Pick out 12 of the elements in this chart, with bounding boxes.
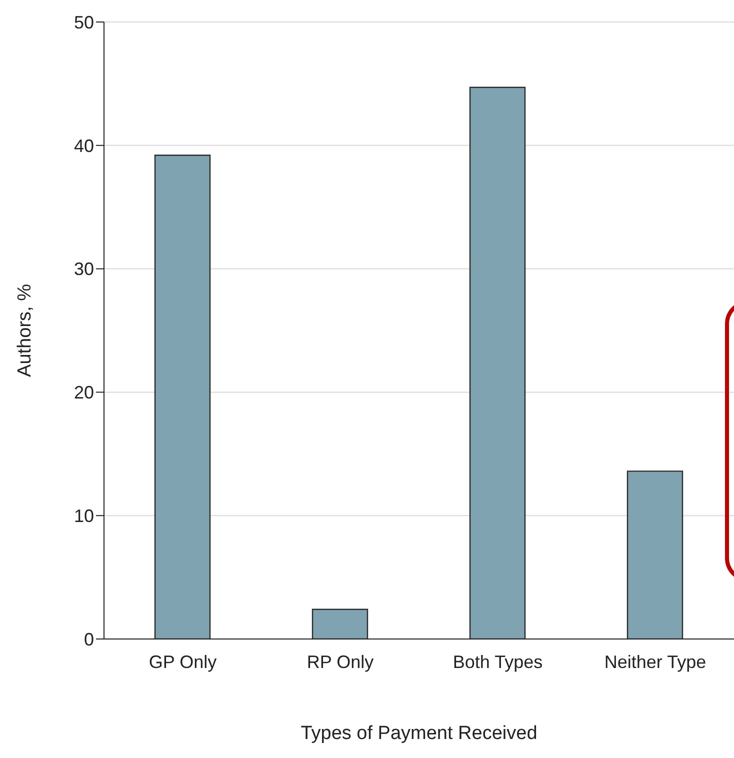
- y-axis-title: Authors, %: [14, 284, 36, 377]
- y-tick-label: 40: [74, 136, 94, 156]
- y-tick-label: 30: [74, 259, 94, 280]
- x-tick-label: Neither Type: [604, 652, 706, 672]
- x-tick-label: Both Types: [452, 652, 543, 672]
- x-axis-title: Types of Payment Received: [300, 723, 538, 744]
- x-tick-label: RP Only: [306, 652, 374, 672]
- x-tick-label: GP Only: [148, 652, 217, 672]
- y-tick-label: 50: [74, 12, 94, 32]
- y-tick-label: 0: [84, 629, 94, 650]
- y-tick-label: 20: [74, 382, 94, 403]
- y-tick-label: 10: [74, 506, 94, 526]
